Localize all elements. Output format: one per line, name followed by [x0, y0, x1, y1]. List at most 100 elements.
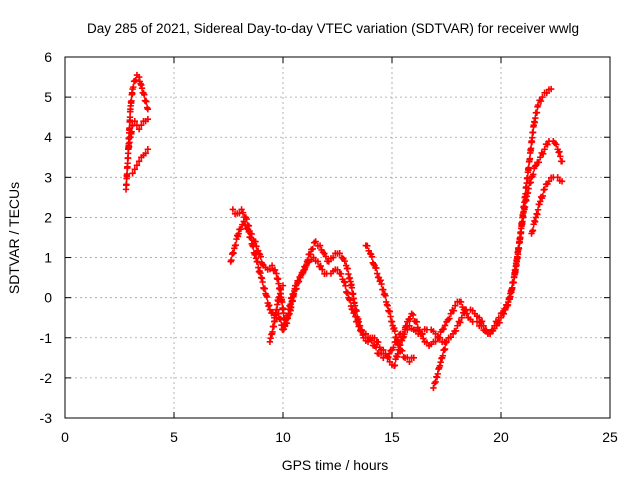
axes — [64, 56, 611, 419]
data-point — [527, 145, 535, 152]
data-point — [242, 222, 249, 229]
data-point — [238, 206, 245, 213]
data-point — [514, 255, 521, 262]
data-point — [128, 128, 135, 136]
data-point — [132, 76, 140, 84]
data-point — [252, 238, 259, 245]
data-point — [539, 192, 547, 200]
y-tick-label: -3 — [40, 410, 53, 426]
data-point — [556, 148, 563, 155]
data-point — [268, 262, 276, 269]
data-point — [316, 242, 324, 249]
series-track-g — [362, 242, 417, 366]
data-point — [530, 171, 537, 178]
plot-frame — [64, 56, 611, 419]
data-point — [534, 101, 542, 109]
data-point — [123, 170, 131, 178]
series-track-e — [227, 138, 566, 362]
data-point — [129, 170, 136, 177]
data-point — [237, 225, 245, 233]
data-point — [247, 234, 255, 242]
data-point — [143, 98, 150, 105]
y-axis-label: SDTVAR / TECUs — [6, 182, 22, 294]
data-point — [508, 285, 516, 292]
data-point — [372, 343, 380, 351]
data-point — [138, 121, 145, 129]
data-point — [430, 384, 437, 392]
data-point — [541, 146, 548, 153]
data-point — [281, 323, 288, 330]
data-point — [457, 298, 465, 306]
data-point — [539, 93, 546, 101]
data-point — [278, 298, 286, 306]
data-point — [350, 309, 357, 317]
data-point — [266, 265, 274, 273]
data-point — [374, 338, 382, 346]
data-point — [346, 296, 353, 303]
data-point — [544, 141, 551, 148]
data-point — [531, 163, 539, 170]
data-point — [254, 258, 261, 266]
data-point — [307, 251, 314, 258]
data-point — [232, 241, 239, 249]
data-point — [458, 314, 465, 321]
data-point — [271, 318, 278, 325]
data-point — [439, 352, 447, 359]
data-point — [496, 319, 503, 326]
data-point — [348, 284, 356, 291]
series-track-f — [266, 282, 287, 345]
data-point — [250, 243, 257, 250]
data-point — [126, 114, 134, 121]
x-tick-label: 25 — [602, 429, 618, 445]
data-point — [497, 314, 505, 321]
data-point — [322, 253, 330, 260]
data-point — [240, 218, 247, 225]
y-tick-label: 6 — [44, 49, 52, 65]
data-point — [312, 238, 319, 245]
data-point — [285, 311, 292, 319]
data-point — [377, 277, 384, 284]
data-point — [356, 322, 364, 329]
data-point — [131, 117, 138, 125]
data-point — [478, 318, 486, 325]
x-tick-label: 15 — [384, 429, 400, 445]
data-point — [396, 341, 404, 349]
data-point — [454, 322, 461, 329]
data-point — [476, 314, 483, 321]
data-point — [229, 206, 237, 213]
series-track-c — [129, 146, 152, 177]
data-point — [525, 164, 532, 171]
data-point — [541, 186, 548, 193]
data-point — [384, 354, 391, 362]
data-point — [382, 292, 389, 299]
data-point — [351, 308, 358, 316]
data-point — [317, 262, 324, 270]
data-point — [368, 253, 376, 261]
data-points — [122, 71, 566, 392]
data-point — [431, 380, 438, 387]
data-point — [409, 311, 417, 319]
data-point — [292, 282, 300, 289]
data-point — [309, 245, 316, 253]
data-point — [525, 185, 532, 192]
data-point — [554, 174, 561, 181]
data-point — [537, 154, 544, 161]
data-point — [537, 97, 545, 105]
data-point — [404, 326, 411, 334]
data-point — [279, 282, 287, 289]
data-point — [133, 162, 141, 169]
data-point — [329, 254, 337, 261]
data-point — [532, 114, 539, 122]
data-point — [368, 337, 375, 344]
data-point — [353, 318, 361, 325]
data-point — [257, 253, 264, 260]
x-tick-label: 10 — [275, 429, 291, 445]
y-tick-label: 4 — [44, 129, 52, 145]
data-point — [380, 346, 387, 354]
data-point — [452, 302, 459, 309]
data-point — [450, 307, 457, 314]
data-point — [239, 209, 247, 216]
data-point — [534, 206, 542, 213]
data-point — [557, 153, 564, 160]
